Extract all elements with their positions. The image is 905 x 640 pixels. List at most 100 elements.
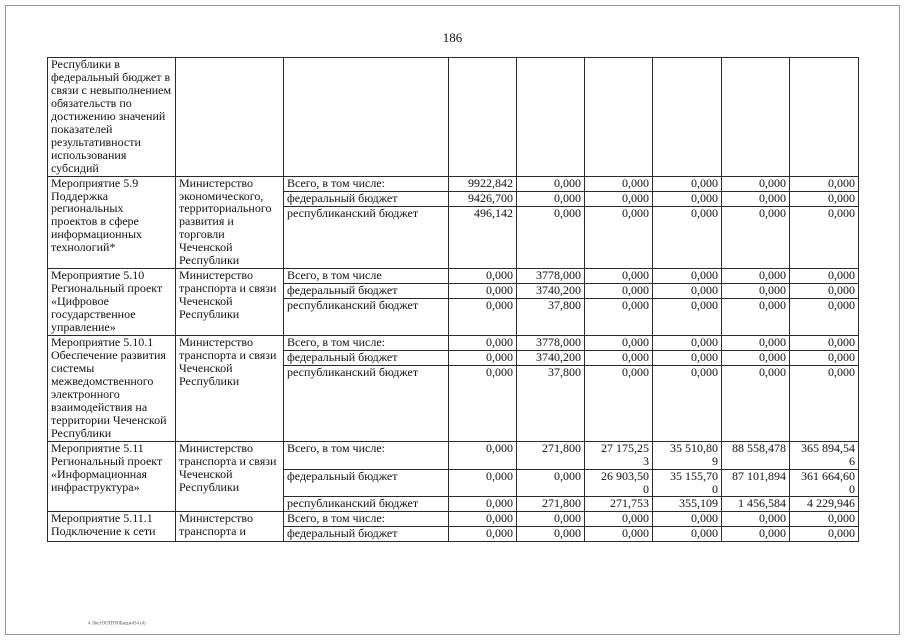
value-cell: 0,000 [448, 365, 517, 442]
value-cell: 0,000 [789, 365, 859, 442]
value-cell: 0,000 [584, 205, 653, 270]
activity-cell: Мероприятие 5.9 Поддержка региональных п… [47, 175, 176, 270]
value-cell: 0,000 [448, 526, 517, 543]
budget-type-cell [283, 57, 449, 177]
budget-type-cell: Всего, в том числе [283, 268, 449, 285]
budget-type-cell: Всего, в том числе: [283, 175, 449, 192]
value-cell: 0,000 [721, 205, 790, 270]
ministry-cell: Министерство транспорта и связи Чеченско… [175, 268, 284, 337]
value-cell: 0,000 [448, 335, 517, 352]
budget-type-cell: республиканский бюджет [283, 205, 449, 270]
value-cell: 0,000 [721, 350, 790, 367]
table-row: республиканский бюджет 0,000 37,800 0,00… [48, 365, 859, 442]
table-row: федеральный бюджет 9426,700 0,000 0,000 … [48, 190, 859, 207]
table-row: Мероприятие 5.11 Региональный проект «Ин… [47, 440, 859, 513]
value-cell: 271,800 [516, 440, 585, 470]
footer-note: 4 ЛистООПТ00Бюдж434 (4) [88, 621, 146, 626]
value-cell: 1 456,584 [721, 496, 790, 513]
value-cell: 0,000 [584, 526, 653, 543]
value-cell: 0,000 [789, 190, 859, 207]
budget-type-cell: федеральный бюджет [283, 350, 449, 367]
value-cell: 0,000 [652, 298, 722, 337]
value-cell: 271,800 [516, 496, 585, 513]
budget-type-cell: республиканский бюджет [283, 496, 449, 513]
value-cell: 0,000 [652, 350, 722, 367]
value-cell: 0,000 [516, 205, 585, 270]
page-number: 186 [442, 30, 463, 45]
value-cell: 0,000 [652, 335, 722, 352]
value-cell: 0,000 [789, 335, 859, 352]
ministry-cell: Министерство экономического, территориал… [175, 175, 284, 270]
empty-value-cell [721, 57, 790, 177]
value-cell: 0,000 [584, 365, 653, 442]
value-cell: 0,000 [584, 335, 653, 352]
value-cell: 0,000 [448, 511, 517, 528]
value-cell: 0,000 [652, 526, 722, 543]
value-cell: 0,000 [652, 511, 722, 528]
value-cell: 496,142 [448, 205, 517, 270]
value-cell: 35 155,70 0 [652, 468, 722, 498]
empty-value-cell [789, 57, 859, 177]
value-cell: 0,000 [652, 283, 722, 300]
value-cell: 0,000 [789, 268, 859, 285]
value-cell: 0,000 [721, 268, 790, 285]
value-cell: 9426,700 [448, 190, 517, 207]
value-cell: 0,000 [584, 350, 653, 367]
budget-type-cell: Всего, в том числе: [283, 511, 449, 528]
value-cell: 0,000 [789, 205, 859, 270]
table-row: федеральный бюджет 0,000 3740,200 0,000 … [48, 283, 859, 300]
table-row: республиканский бюджет 496,142 0,000 0,0… [48, 205, 859, 270]
activity-cell: Мероприятие 5.11 Региональный проект «Ин… [47, 440, 176, 513]
budget-type-cell: республиканский бюджет [283, 365, 449, 442]
value-cell: 87 101,894 [721, 468, 790, 498]
value-cell: 0,000 [652, 175, 722, 192]
value-cell: 0,000 [789, 526, 859, 543]
value-cell: 0,000 [721, 175, 790, 192]
value-cell: 0,000 [789, 175, 859, 192]
table-row: Мероприятие 5.11.1 Подключение к сети Ми… [47, 511, 859, 543]
table-row: федеральный бюджет 0,000 0,000 26 903,50… [48, 468, 859, 498]
budget-type-cell: Всего, в том числе: [283, 440, 449, 470]
value-cell: 0,000 [448, 283, 517, 300]
empty-value-cell [584, 57, 653, 177]
value-cell: 0,000 [721, 365, 790, 442]
value-cell: 0,000 [789, 283, 859, 300]
value-cell: 3778,000 [516, 335, 585, 352]
value-cell: 0,000 [721, 511, 790, 528]
budget-type-cell: федеральный бюджет [283, 526, 449, 543]
activity-cell: Мероприятие 5.11.1 Подключение к сети [47, 511, 176, 543]
budget-type-cell: республиканский бюджет [283, 298, 449, 337]
ministry-cell: Министерство транспорта и связи Чеченско… [175, 335, 284, 442]
value-cell: 0,000 [584, 298, 653, 337]
value-cell: 0,000 [652, 205, 722, 270]
value-cell: 0,000 [516, 175, 585, 192]
value-cell: 0,000 [448, 496, 517, 513]
empty-value-cell [652, 57, 722, 177]
table-row: Мероприятие 5.10.1 Обеспечение развития … [47, 335, 859, 442]
value-cell: 0,000 [584, 175, 653, 192]
value-cell: 0,000 [516, 526, 585, 543]
budget-type-cell: федеральный бюджет [283, 468, 449, 498]
value-cell: 4 229,946 [789, 496, 859, 513]
activity-cell: Мероприятие 5.10.1 Обеспечение развития … [47, 335, 176, 442]
ministry-cell [175, 57, 284, 177]
value-cell: 365 894,54 6 [789, 440, 859, 470]
value-cell: 0,000 [448, 268, 517, 285]
table-row: республиканский бюджет 0,000 37,800 0,00… [48, 298, 859, 337]
value-cell: 0,000 [789, 350, 859, 367]
budget-table: Республики в федеральный бюджет в связи … [47, 57, 859, 543]
value-cell: 0,000 [652, 190, 722, 207]
budget-type-cell: Всего, в том числе: [283, 335, 449, 352]
continuation-row: Республики в федеральный бюджет в связи … [47, 57, 859, 177]
value-cell: 355,109 [652, 496, 722, 513]
activity-cell: Республики в федеральный бюджет в связи … [47, 57, 176, 177]
value-cell: 361 664,60 0 [789, 468, 859, 498]
value-cell: 37,800 [516, 365, 585, 442]
table-row: Мероприятие 5.9 Поддержка региональных п… [47, 175, 859, 270]
value-cell: 0,000 [652, 365, 722, 442]
budget-type-cell: федеральный бюджет [283, 283, 449, 300]
value-cell: 27 175,25 3 [584, 440, 653, 470]
value-cell: 0,000 [516, 511, 585, 528]
value-cell: 0,000 [448, 468, 517, 498]
value-cell: 3778,000 [516, 268, 585, 285]
